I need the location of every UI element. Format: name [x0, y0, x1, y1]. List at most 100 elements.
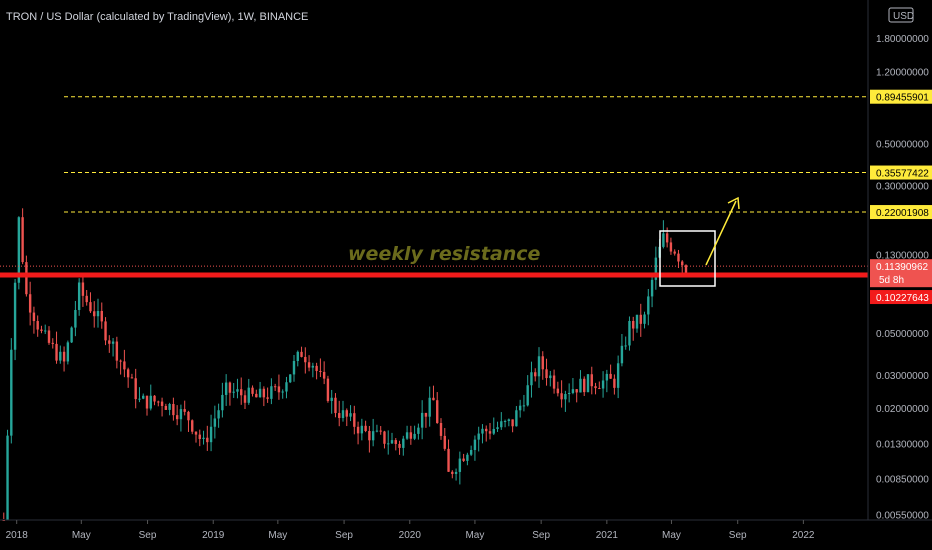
candle[interactable] — [17, 216, 21, 290]
candle[interactable] — [632, 316, 635, 341]
candle[interactable] — [530, 361, 533, 398]
candle[interactable] — [402, 435, 405, 456]
candle[interactable] — [134, 368, 137, 409]
candle[interactable] — [149, 384, 152, 411]
candle[interactable] — [507, 418, 511, 427]
candle[interactable] — [601, 371, 605, 398]
candle[interactable] — [473, 435, 477, 461]
candle[interactable] — [624, 336, 627, 350]
candle[interactable] — [104, 317, 107, 346]
candle[interactable] — [481, 424, 484, 444]
candle[interactable] — [488, 423, 492, 440]
candle[interactable] — [44, 324, 47, 335]
candle[interactable] — [341, 400, 345, 422]
candle[interactable] — [160, 397, 164, 417]
candle[interactable] — [681, 260, 684, 275]
candle[interactable] — [364, 420, 367, 433]
candle[interactable] — [564, 390, 567, 412]
candle[interactable] — [356, 421, 360, 445]
breakout-arrow[interactable] — [705, 200, 737, 266]
candle[interactable] — [492, 417, 495, 436]
candle[interactable] — [387, 430, 390, 455]
candle[interactable] — [187, 410, 190, 432]
candle[interactable] — [304, 347, 307, 374]
candle[interactable] — [251, 385, 254, 397]
candle[interactable] — [51, 338, 54, 349]
candle[interactable] — [349, 405, 352, 422]
candle[interactable] — [153, 395, 156, 406]
time-axis[interactable]: 2018 May Sep 2019 May Sep 2020 May Sep 2021 May Sep… — [6, 520, 815, 541]
candle[interactable] — [639, 303, 642, 337]
candle[interactable] — [40, 325, 43, 334]
candle[interactable] — [55, 331, 58, 364]
candle[interactable] — [322, 361, 326, 385]
candle[interactable] — [77, 278, 81, 316]
candle[interactable] — [594, 382, 597, 395]
candle[interactable] — [232, 383, 235, 398]
candle[interactable] — [273, 383, 277, 391]
candle[interactable] — [172, 397, 175, 421]
candle[interactable] — [462, 453, 465, 462]
candle[interactable] — [500, 412, 503, 430]
candle[interactable] — [206, 425, 209, 451]
candle[interactable] — [537, 347, 541, 388]
candle[interactable] — [552, 369, 556, 394]
candle[interactable] — [398, 440, 401, 455]
plot-area[interactable] — [2, 208, 688, 521]
candle[interactable] — [635, 314, 639, 333]
candle[interactable] — [111, 338, 115, 357]
candle[interactable] — [620, 333, 624, 367]
candle[interactable] — [115, 336, 119, 369]
candle[interactable] — [315, 362, 318, 380]
candle[interactable] — [409, 425, 413, 445]
candle[interactable] — [59, 345, 62, 364]
candle[interactable] — [458, 451, 462, 485]
candle[interactable] — [142, 393, 145, 400]
candle[interactable] — [130, 373, 134, 379]
candle[interactable] — [228, 381, 232, 406]
candle[interactable] — [89, 292, 92, 314]
candle[interactable] — [575, 388, 578, 403]
candle[interactable] — [300, 346, 303, 358]
candle[interactable] — [496, 421, 499, 432]
candle[interactable] — [191, 419, 194, 435]
candle[interactable] — [511, 419, 514, 433]
candle[interactable] — [605, 369, 609, 393]
candle[interactable] — [534, 368, 537, 382]
candle[interactable] — [436, 392, 439, 424]
candle[interactable] — [202, 430, 205, 445]
candle[interactable] — [70, 326, 73, 344]
candle[interactable] — [560, 380, 563, 408]
candle[interactable] — [255, 389, 258, 398]
candle[interactable] — [296, 350, 299, 367]
candle[interactable] — [628, 316, 631, 351]
candle[interactable] — [81, 276, 85, 307]
candle[interactable] — [643, 311, 646, 329]
candle[interactable] — [420, 400, 424, 440]
candle[interactable] — [6, 429, 9, 521]
price-axis[interactable]: 1.80000000 1.20000000 0.50000000 0.30000000… — [876, 34, 929, 521]
candle[interactable] — [209, 414, 213, 452]
candle[interactable] — [522, 394, 526, 412]
candle[interactable] — [586, 374, 590, 393]
candle[interactable] — [515, 406, 518, 427]
candle[interactable] — [319, 358, 322, 378]
candle[interactable] — [469, 445, 473, 457]
candle[interactable] — [379, 426, 382, 435]
candle[interactable] — [413, 425, 416, 441]
candle[interactable] — [616, 355, 620, 399]
candle[interactable] — [66, 340, 70, 365]
candle[interactable] — [567, 383, 571, 403]
candle[interactable] — [541, 351, 544, 380]
candle[interactable] — [677, 249, 680, 268]
candle[interactable] — [571, 378, 575, 395]
candle[interactable] — [330, 389, 333, 414]
candle[interactable] — [503, 419, 507, 428]
candle[interactable] — [451, 470, 454, 479]
candle[interactable] — [183, 400, 186, 416]
candle[interactable] — [243, 390, 247, 409]
candle[interactable] — [138, 387, 141, 403]
candle[interactable] — [36, 315, 39, 337]
candle[interactable] — [164, 403, 168, 410]
